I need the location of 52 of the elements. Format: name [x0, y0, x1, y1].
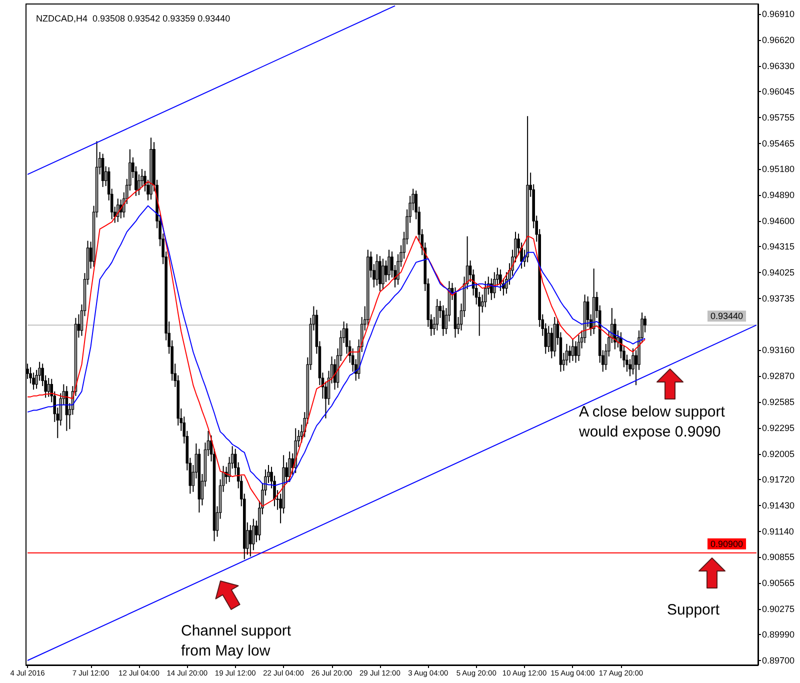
- y-tick-label: 0.91430: [762, 500, 795, 510]
- annotation: Channel support from May low: [181, 622, 296, 660]
- y-tick-label: 0.90565: [762, 578, 795, 588]
- y-tick-label: 0.91140: [762, 526, 794, 536]
- y-tick-label: 0.90855: [762, 552, 795, 562]
- candlestick: [577, 334, 580, 362]
- y-tick-label: 0.92585: [762, 396, 795, 407]
- annotation: A close below support would expose 0.9090: [578, 404, 730, 440]
- text: NZDCAD,H4 0.93508 0.93542 0.93359 0.93440: [36, 14, 230, 24]
- y-tick-label: 0.92870: [762, 371, 795, 382]
- y-tick-label: 0.96620: [762, 34, 795, 45]
- annotation: Support: [667, 602, 720, 618]
- y-tick-label: 0.89990: [762, 630, 795, 640]
- y-tick-label: 0.96330: [762, 60, 795, 71]
- ref-line-label: 0.90900: [710, 538, 744, 549]
- y-tick-label: 0.92295: [762, 422, 795, 433]
- y-tick-label: 0.94315: [762, 242, 795, 252]
- candlestick: [442, 304, 445, 336]
- candlestick: [628, 358, 632, 377]
- y-tick-label: 0.95755: [762, 112, 795, 122]
- candlestick: [550, 327, 554, 359]
- y-tick-label: 0.96045: [762, 86, 795, 96]
- y-tick-label: 0.93160: [762, 345, 795, 356]
- y-tick-label: 0.90275: [762, 604, 795, 614]
- candlestick: [249, 524, 252, 557]
- candlestick: [499, 268, 502, 292]
- y-tick-label: 0.95465: [762, 138, 795, 148]
- y-tick-label: 0.94600: [762, 216, 795, 226]
- candlestick: [436, 298, 439, 331]
- candlestick: [378, 256, 382, 292]
- y-tick-label: 0.92005: [762, 448, 795, 459]
- candlestick: [490, 278, 493, 300]
- y-tick-label: 0.94890: [762, 190, 795, 200]
- y-tick-label: 0.89700: [762, 656, 795, 666]
- candlestick: [388, 249, 390, 281]
- candlestick: [116, 198, 120, 222]
- ref-line-label: 0.93440: [710, 311, 744, 322]
- y-tick-label: 0.95180: [762, 164, 795, 174]
- candlestick: [47, 378, 50, 398]
- candlestick: [65, 386, 68, 432]
- candlestick: [288, 451, 291, 483]
- candlestick: [571, 338, 574, 362]
- y-tick-label: 0.96910: [762, 8, 795, 19]
- candlestick: [384, 260, 388, 283]
- candlestick: [574, 340, 578, 364]
- candlestick: [101, 153, 104, 188]
- y-tick-label: 0.91720: [762, 474, 795, 484]
- y-tick-label: 0.93735: [762, 294, 795, 304]
- candlestick: [376, 254, 378, 286]
- candlestick: [547, 325, 550, 352]
- y-tick-label: 0.94025: [762, 268, 795, 278]
- candlestick: [382, 258, 384, 290]
